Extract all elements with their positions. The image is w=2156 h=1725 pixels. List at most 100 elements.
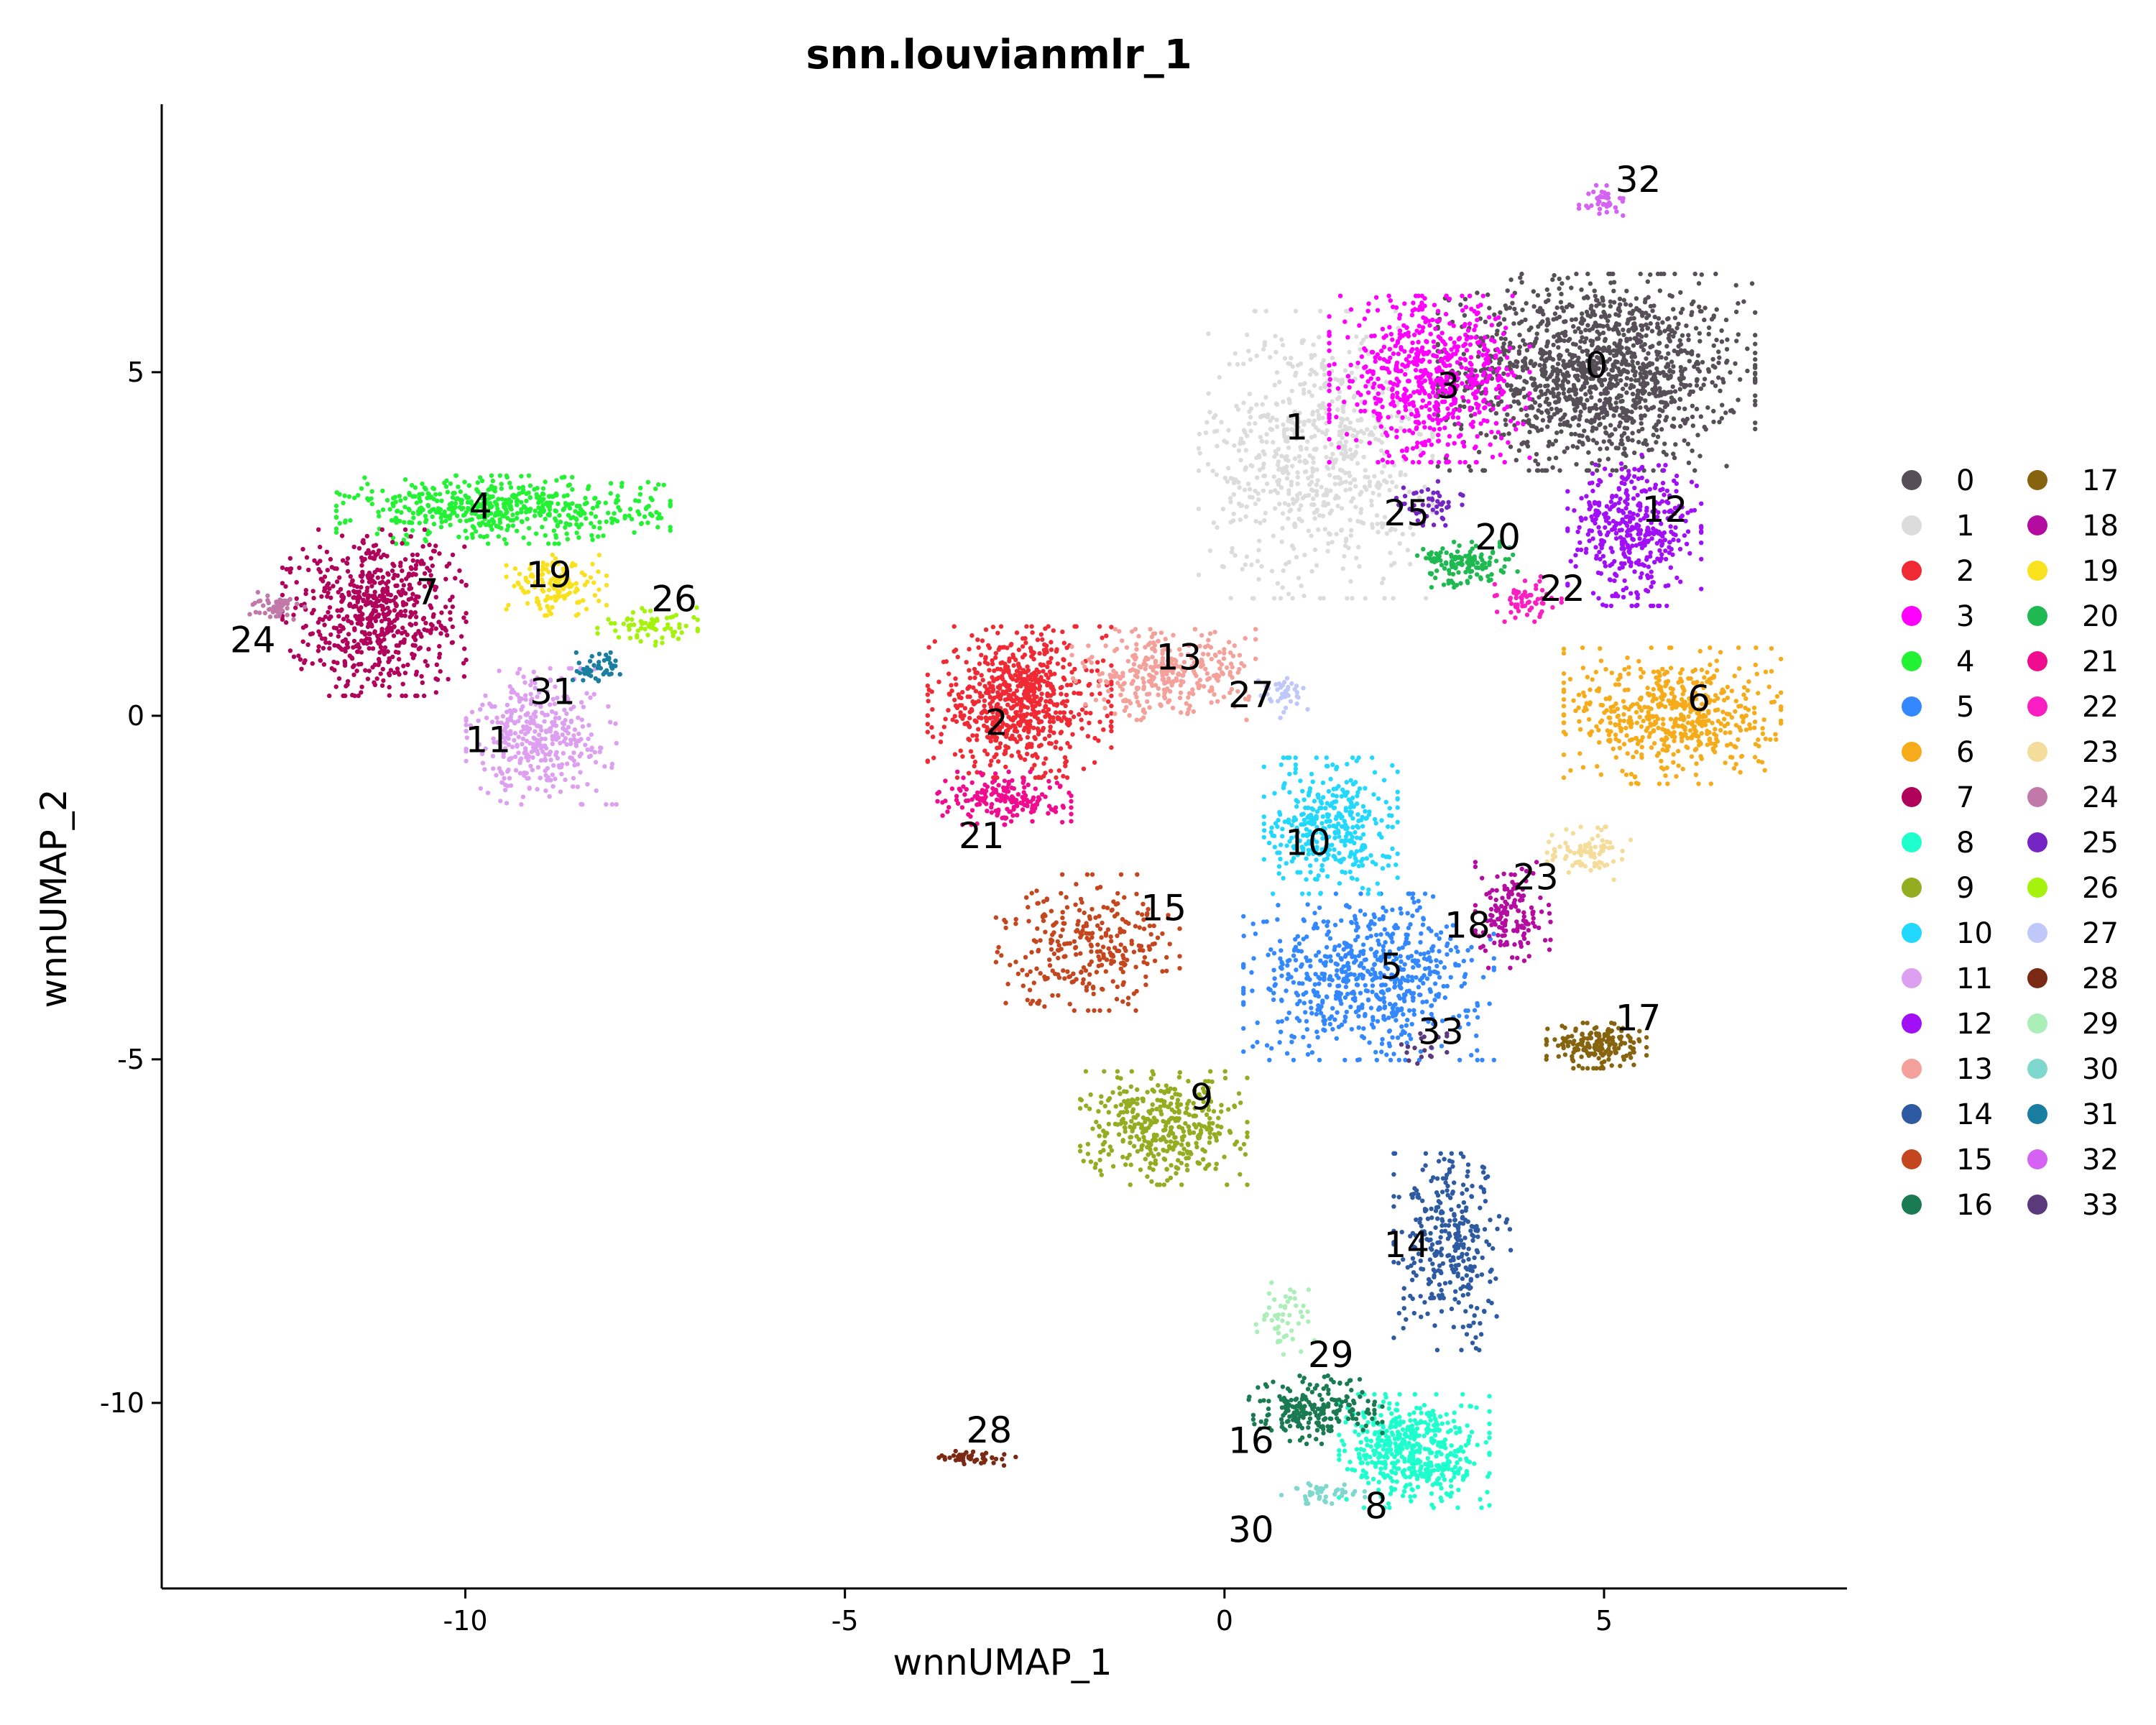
data-point <box>1455 344 1461 349</box>
data-point <box>1631 384 1636 390</box>
data-point <box>448 523 453 528</box>
data-point <box>1753 341 1758 346</box>
data-point <box>489 473 494 478</box>
data-point <box>1109 719 1114 724</box>
data-point <box>1269 569 1275 574</box>
data-point <box>590 537 595 543</box>
data-point <box>362 475 367 480</box>
data-point <box>1321 358 1327 363</box>
data-point <box>1528 361 1533 366</box>
data-point <box>1612 341 1617 346</box>
data-point <box>596 534 601 539</box>
data-point <box>1030 630 1035 635</box>
data-point <box>420 481 425 487</box>
data-point <box>1442 426 1447 431</box>
data-point <box>1705 731 1710 737</box>
data-point <box>1399 1024 1404 1029</box>
data-point <box>1582 405 1587 410</box>
data-point <box>1196 506 1202 512</box>
data-point <box>968 749 974 754</box>
data-point <box>1452 422 1457 427</box>
data-point <box>1517 374 1522 380</box>
data-point <box>561 507 566 512</box>
data-point <box>1428 459 1433 465</box>
data-point <box>1651 433 1656 438</box>
data-point <box>1550 465 1555 470</box>
data-point <box>1413 293 1419 298</box>
data-point <box>425 503 431 509</box>
data-point <box>1309 1006 1314 1011</box>
data-point <box>1475 340 1481 345</box>
data-point <box>1606 318 1611 323</box>
data-point <box>1597 377 1602 382</box>
data-point <box>1311 342 1316 347</box>
data-point <box>654 510 659 515</box>
data-point <box>1365 998 1371 1003</box>
data-point <box>1462 357 1468 362</box>
data-point <box>475 480 480 485</box>
data-point <box>1419 975 1425 980</box>
data-point <box>1662 392 1667 397</box>
data-point <box>1264 414 1269 419</box>
data-point <box>1271 967 1276 972</box>
data-point <box>1428 959 1434 964</box>
data-point <box>1256 548 1261 553</box>
data-point <box>1020 644 1026 649</box>
data-point <box>1430 502 1435 507</box>
data-point <box>439 498 444 503</box>
data-point <box>1348 420 1353 426</box>
data-point <box>1421 980 1426 986</box>
data-point <box>1293 957 1299 963</box>
data-point <box>1409 975 1415 980</box>
data-point <box>967 668 972 673</box>
data-point <box>1268 489 1273 494</box>
data-point <box>1228 476 1233 481</box>
data-point <box>1363 1011 1368 1017</box>
data-point <box>1314 489 1319 494</box>
data-point <box>1327 332 1332 337</box>
data-point <box>931 755 936 760</box>
cluster-1-points <box>1196 308 1435 601</box>
data-point <box>974 671 979 676</box>
data-point <box>983 627 989 632</box>
data-point <box>1437 318 1442 323</box>
data-point <box>1312 353 1317 358</box>
data-point <box>1294 555 1299 560</box>
data-point <box>1327 412 1332 417</box>
data-point <box>1736 332 1741 337</box>
data-point <box>1386 293 1391 298</box>
data-point <box>1236 448 1242 454</box>
data-point <box>1358 392 1363 397</box>
data-point <box>1387 346 1393 351</box>
data-point <box>1377 411 1382 417</box>
data-point <box>1337 293 1343 298</box>
data-point <box>1358 961 1364 966</box>
data-point <box>1485 418 1490 424</box>
data-point <box>1572 408 1578 413</box>
data-point <box>1611 288 1616 293</box>
data-point <box>1029 677 1035 683</box>
data-point <box>1708 645 1713 650</box>
data-point <box>1332 482 1338 487</box>
data-point <box>1044 643 1049 648</box>
data-point <box>1263 395 1268 400</box>
data-point <box>1678 676 1683 681</box>
data-point <box>576 535 581 540</box>
data-point <box>1624 733 1629 738</box>
data-point <box>425 491 430 496</box>
data-point <box>1607 313 1612 318</box>
data-point <box>1271 990 1276 995</box>
data-point <box>1468 407 1473 412</box>
data-point <box>612 511 617 516</box>
data-point <box>1327 936 1333 941</box>
data-point <box>1368 926 1373 932</box>
data-point <box>1327 377 1333 382</box>
data-point <box>1607 356 1613 362</box>
data-point <box>627 507 633 512</box>
data-point <box>1406 1008 1412 1013</box>
data-point <box>1464 384 1470 389</box>
data-point <box>608 491 613 496</box>
data-point <box>1574 397 1580 403</box>
data-point <box>1061 665 1066 670</box>
data-point <box>1409 954 1414 959</box>
